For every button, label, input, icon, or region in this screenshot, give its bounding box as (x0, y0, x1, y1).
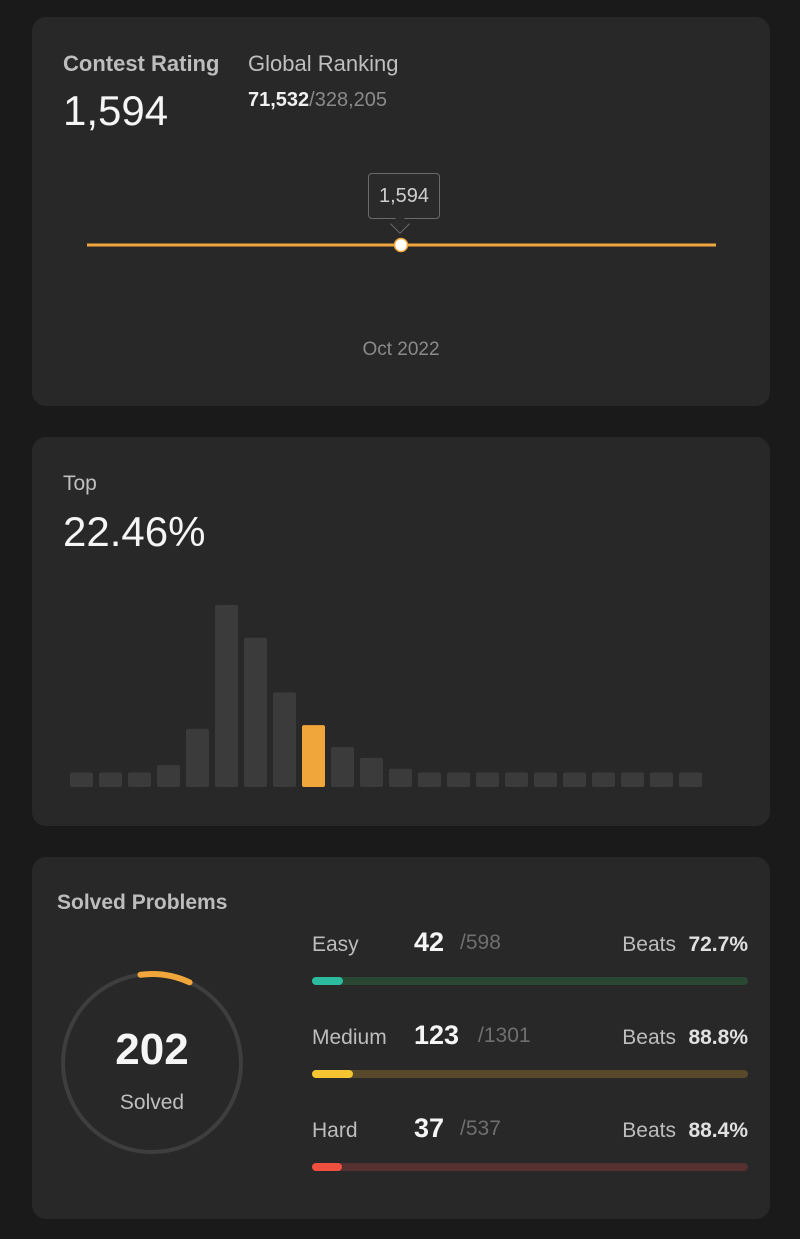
solved-label: Solved (119, 1091, 185, 1114)
histogram-bar[interactable] (331, 746, 354, 787)
solved-progress-ring[interactable] (54, 965, 250, 1161)
solved-problems-card: Solved Problems 202 Solved Easy 42 /598 … (32, 857, 770, 1219)
histogram-bar[interactable] (418, 772, 441, 787)
global-ranking-value: 71,532/328,205 (248, 89, 387, 112)
rating-data-point[interactable] (393, 237, 409, 253)
beats-label: Beats (622, 933, 676, 956)
histogram-bar[interactable] (650, 772, 673, 787)
histogram-bar[interactable] (563, 772, 586, 787)
contest-rating-label: Contest Rating (63, 51, 220, 76)
histogram-bar[interactable] (157, 765, 180, 787)
difficulty-progress-bar (312, 1163, 748, 1171)
histogram-bar-current[interactable] (302, 725, 325, 787)
beats-percentage: 88.8% (688, 1026, 748, 1049)
histogram-bar[interactable] (215, 605, 238, 787)
beats-percentage: 72.7% (688, 933, 748, 956)
beats-percentage: 88.4% (688, 1119, 748, 1142)
contest-rating-card: Contest Rating 1,594 Global Ranking 71,5… (32, 17, 770, 406)
difficulty-name: Medium (312, 1026, 387, 1049)
difficulty-total: /1301 (478, 1024, 531, 1047)
difficulty-row-medium[interactable]: Medium 123 /1301 Beats 88.8% (312, 1014, 748, 1078)
solved-count: 202 (115, 1025, 189, 1074)
top-percentile-value: 22.46% (63, 508, 206, 555)
contest-rating-value: 1,594 (63, 87, 169, 134)
global-ranking-label: Global Ranking (248, 51, 399, 76)
difficulty-progress-fill (312, 1163, 343, 1171)
histogram-bar[interactable] (389, 768, 412, 787)
difficulty-total: /598 (460, 931, 501, 954)
difficulty-progress-bar (312, 977, 748, 985)
difficulty-row-easy[interactable]: Easy 42 /598 Beats 72.7% (312, 921, 748, 985)
rating-tooltip: 1,594 (368, 173, 440, 219)
histogram-bar[interactable] (360, 757, 383, 787)
difficulty-solved: 37 (414, 1113, 445, 1143)
difficulty-total: /537 (460, 1117, 501, 1140)
difficulty-name: Hard (312, 1119, 358, 1142)
beats-label: Beats (622, 1119, 676, 1142)
histogram-bar[interactable] (476, 772, 499, 787)
rating-date-label: Oct 2022 (362, 339, 440, 360)
difficulty-progress-fill (312, 1070, 354, 1078)
histogram-bar[interactable] (621, 772, 644, 787)
global-ranking-total: /328,205 (309, 89, 388, 111)
histogram-bar[interactable] (679, 772, 702, 787)
rating-line-chart[interactable] (32, 157, 770, 337)
histogram-bar[interactable] (592, 772, 615, 787)
global-ranking-rank: 71,532 (248, 89, 310, 111)
ring-progress-arc (137, 971, 193, 986)
histogram-bar[interactable] (447, 772, 470, 787)
rating-distribution-histogram[interactable] (32, 437, 770, 826)
histogram-bar[interactable] (244, 637, 267, 787)
histogram-bar[interactable] (99, 772, 122, 787)
solved-problems-title: Solved Problems (57, 891, 228, 914)
beats-label: Beats (622, 1026, 676, 1049)
top-percentile-card: Top 22.46% (32, 437, 770, 826)
histogram-bar[interactable] (70, 772, 93, 787)
difficulty-name: Easy (312, 933, 359, 956)
histogram-bar[interactable] (534, 772, 557, 787)
difficulty-solved: 123 (414, 1020, 460, 1050)
histogram-bar[interactable] (505, 772, 528, 787)
histogram-bar[interactable] (186, 728, 209, 787)
difficulty-progress-fill (312, 977, 343, 985)
difficulty-row-hard[interactable]: Hard 37 /537 Beats 88.4% (312, 1107, 748, 1171)
top-label: Top (63, 472, 97, 495)
histogram-bar[interactable] (273, 692, 296, 787)
difficulty-solved: 42 (414, 927, 445, 957)
histogram-bar[interactable] (128, 772, 151, 787)
difficulty-progress-bar (312, 1070, 748, 1078)
